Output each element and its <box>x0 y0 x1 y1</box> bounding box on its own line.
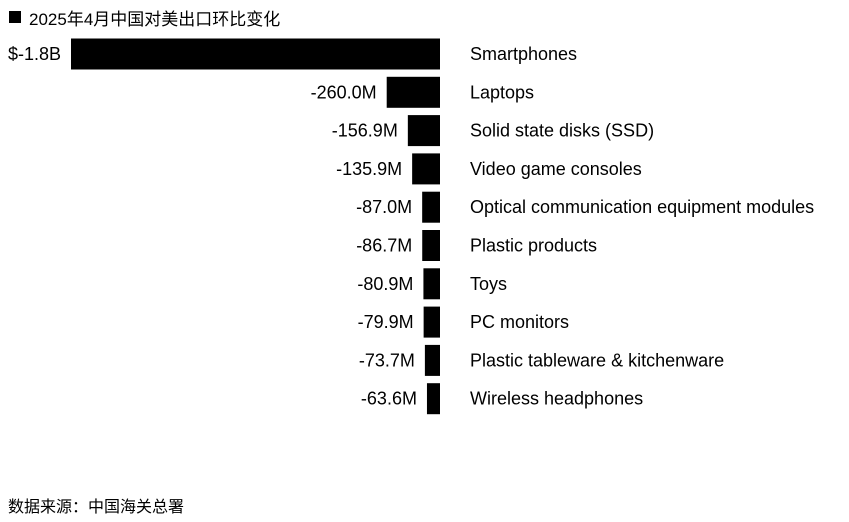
category-label-2: Solid state disks (SSD) <box>470 121 654 141</box>
category-label-6: Toys <box>470 274 507 294</box>
category-label-4: Optical communication equipment modules <box>470 197 814 217</box>
legend-label: 2025年4月中国对美出口环比变化 <box>29 9 281 29</box>
bar-6 <box>423 268 440 300</box>
bar-7 <box>423 306 440 338</box>
legend-swatch <box>9 11 21 23</box>
bar-9 <box>426 383 440 415</box>
bar-chart: $-1.8B Smartphones -260.0M Laptops -156.9M So… <box>8 38 814 415</box>
legend: 2025年4月中国对美出口环比变化 <box>9 7 281 29</box>
bar-4 <box>422 191 440 223</box>
data-label-3: -135.9M <box>336 159 402 179</box>
bar-2 <box>407 115 440 147</box>
data-label-7: -79.9M <box>358 312 414 332</box>
source-note: 数据来源：中国海关总署 <box>8 499 185 516</box>
data-label-1: -260.0M <box>311 82 377 102</box>
category-label-0: Smartphones <box>470 44 577 64</box>
data-label-8: -73.7M <box>359 350 415 370</box>
category-label-8: Plastic tableware & kitchenware <box>470 350 724 370</box>
data-label-6: -80.9M <box>357 274 413 294</box>
data-label-4: -87.0M <box>356 197 412 217</box>
category-label-3: Video game consoles <box>470 159 642 179</box>
category-label-5: Plastic products <box>470 236 597 256</box>
bar-5 <box>422 230 440 261</box>
category-label-1: Laptops <box>470 82 534 102</box>
data-label-2: -156.9M <box>332 121 398 141</box>
bar-0 <box>71 38 440 70</box>
category-label-9: Wireless headphones <box>470 389 643 409</box>
category-label-7: PC monitors <box>470 312 569 332</box>
data-label-9: -63.6M <box>361 389 417 409</box>
data-label-0: $-1.8B <box>8 44 61 64</box>
bar-3 <box>412 153 440 185</box>
data-label-5: -86.7M <box>356 236 412 256</box>
bar-1 <box>386 76 440 108</box>
bar-8 <box>424 344 440 376</box>
